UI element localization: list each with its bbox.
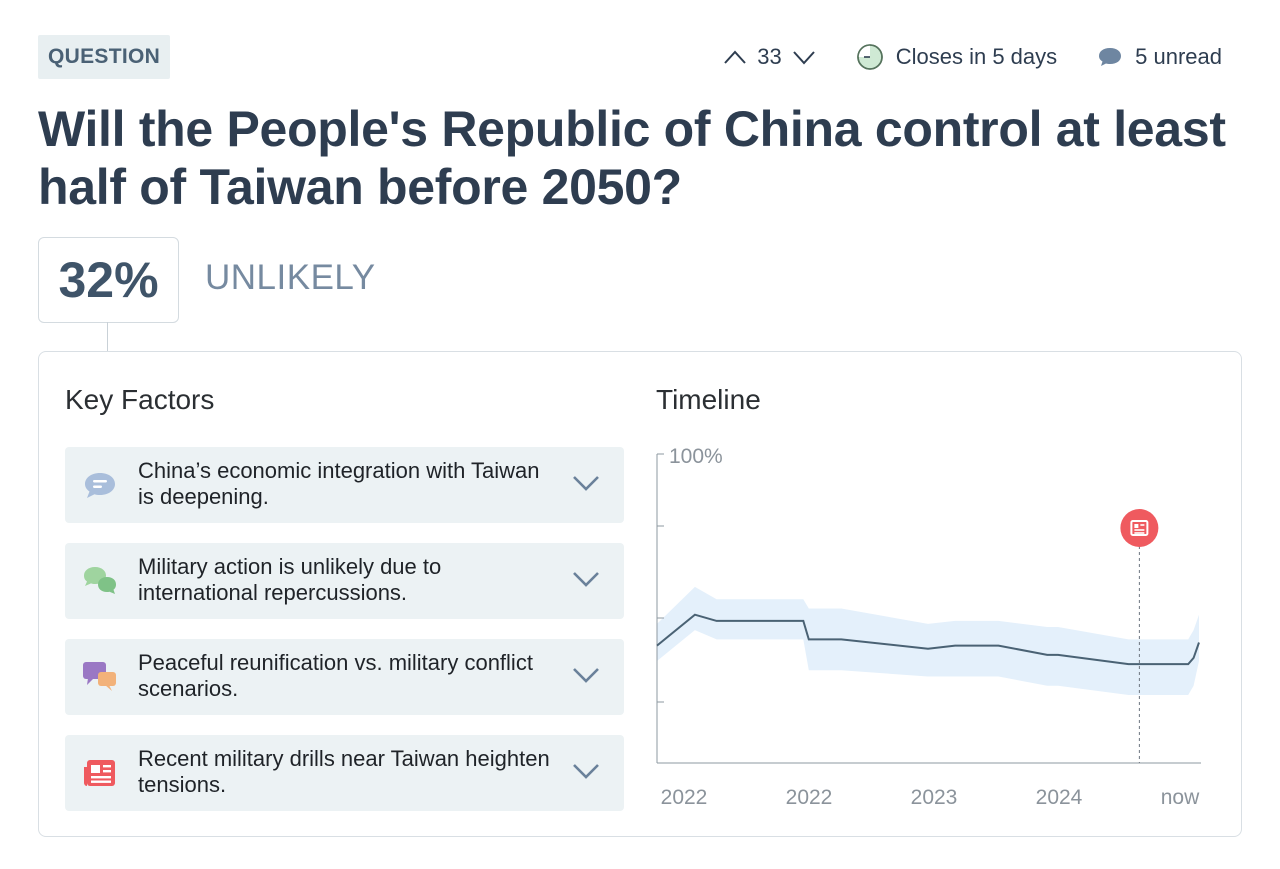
timeline-chart-svg: 100% 2022 2022 2023 2024 now <box>656 445 1201 809</box>
chevron-down-icon[interactable] <box>572 570 600 588</box>
timeline-title: Timeline <box>656 384 761 415</box>
key-factor-item[interactable]: China’s economic integration with Taiwan… <box>65 447 624 523</box>
question-tag: QUESTION <box>38 35 171 79</box>
unread-text: 5 unread <box>1135 44 1222 69</box>
x-tick-label: 2023 <box>911 786 958 809</box>
key-factor-text: Recent military drills near Taiwan heigh… <box>138 746 550 797</box>
x-tick-label: 2022 <box>661 786 708 809</box>
forecast-line[interactable] <box>656 613 1200 666</box>
key-factor-item[interactable]: Recent military drills near Taiwan heigh… <box>65 735 624 811</box>
chevron-down-icon[interactable] <box>572 762 600 780</box>
x-tick-label: now <box>1161 786 1200 809</box>
upvote-icon[interactable] <box>723 49 747 65</box>
vote-count: 33 <box>757 44 782 69</box>
timeline-chart: 100% 2022 2022 2023 2024 now <box>639 432 1219 812</box>
key-factor-text: China’s economic integration with Taiwan… <box>138 458 540 509</box>
closes-indicator: Closes in 5 days <box>856 43 1057 71</box>
speech-bubble-icon <box>85 473 115 498</box>
comment-icon <box>1099 48 1122 66</box>
key-factor-item[interactable]: Peaceful reunification vs. military conf… <box>65 639 624 715</box>
x-tick-label: 2022 <box>786 786 833 809</box>
key-factor-item[interactable]: Military action is unlikely due to inter… <box>65 543 624 619</box>
likelihood-label: UNLIKELY <box>205 258 376 297</box>
y-top-label: 100% <box>669 445 723 468</box>
clock-icon <box>856 44 883 70</box>
x-tick-label: 2024 <box>1036 786 1083 809</box>
newspaper-icon[interactable] <box>1120 509 1159 547</box>
closes-text: Closes in 5 days <box>895 44 1058 69</box>
chevron-down-icon[interactable] <box>572 474 600 492</box>
vote-widget: 33 <box>723 44 815 70</box>
unread-comments[interactable]: 5 unread <box>1097 44 1222 70</box>
question-panel: Key Factors China’s economic integration… <box>38 351 1242 837</box>
newspaper-icon <box>84 760 115 786</box>
downvote-icon[interactable] <box>792 49 816 65</box>
confidence-band <box>657 586 1199 695</box>
key-factor-text: Peaceful reunification vs. military conf… <box>138 650 533 701</box>
probability-value: 32% <box>38 237 179 323</box>
chat-bubbles-icon <box>84 567 116 594</box>
conversation-icon <box>83 662 116 691</box>
probability-connector <box>107 322 108 352</box>
key-factors-title: Key Factors <box>65 384 215 415</box>
question-meta: 33 Closes in 5 days 5 unread <box>723 36 1222 78</box>
chevron-down-icon[interactable] <box>572 666 600 684</box>
key-factor-text: Military action is unlikely due to inter… <box>138 554 442 605</box>
question-title: Will the People's Republic of China cont… <box>38 101 1226 215</box>
